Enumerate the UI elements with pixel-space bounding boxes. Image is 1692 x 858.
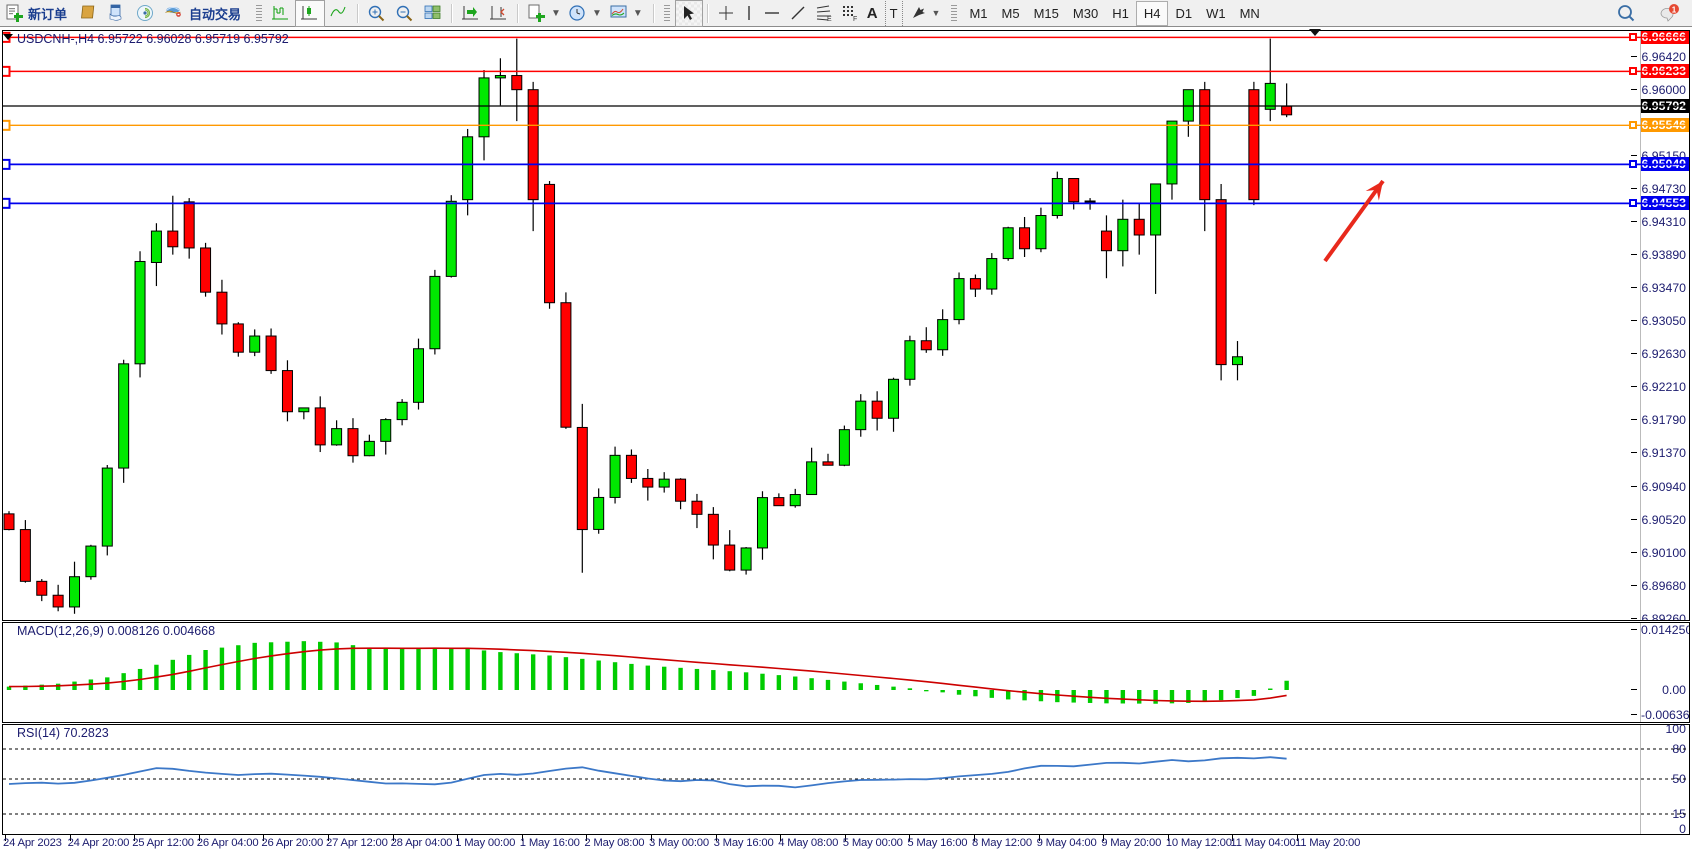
svg-text:F: F bbox=[853, 16, 857, 22]
svg-text:1: 1 bbox=[1672, 6, 1677, 15]
svg-text:E: E bbox=[827, 16, 832, 22]
